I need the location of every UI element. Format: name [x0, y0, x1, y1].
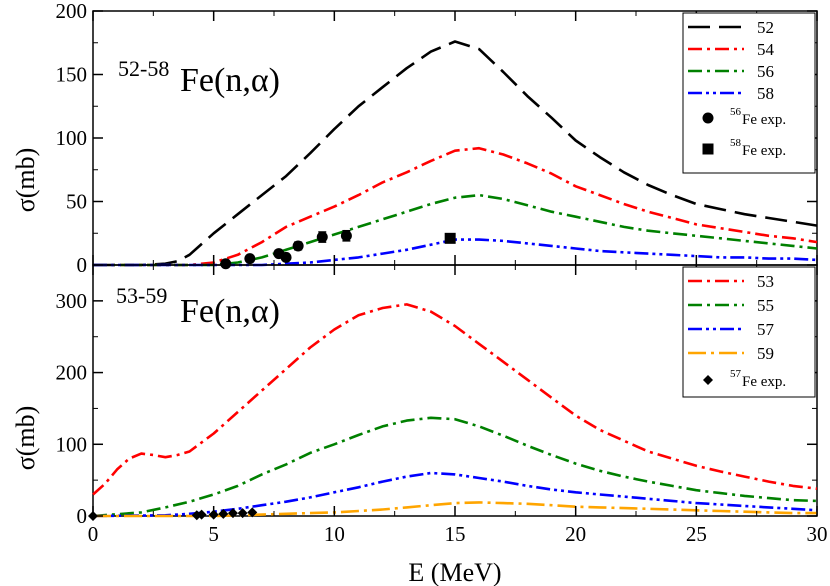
- top-legend-label-58: 58: [757, 84, 774, 103]
- top-legend-marker-sup: 56: [730, 106, 742, 118]
- top-y-tick-label: 50: [66, 190, 87, 214]
- top-exp-point: [444, 232, 456, 244]
- x-tick-label: 10: [324, 522, 345, 546]
- x-tick-label: 30: [807, 522, 828, 546]
- bottom-legend-marker-label: Fe exp.: [742, 374, 786, 390]
- top-y-tick-label: 0: [77, 253, 88, 277]
- top-legend-label-56: 56: [757, 62, 774, 81]
- bottom-x-tick-labels: 0 5 10 15 20 25 30: [88, 522, 828, 546]
- bottom-legend-label-53: 53: [757, 272, 774, 291]
- top-legend-marker-label: Fe exp.: [742, 112, 786, 128]
- bottom-exp-point: [227, 508, 238, 519]
- bottom-legend-box: [682, 266, 816, 398]
- top-legend-label-54: 54: [757, 40, 775, 59]
- bottom-series-line-57: [92, 471, 818, 518]
- top-exp-point: [340, 230, 352, 242]
- bottom-y-tick-label: 100: [56, 432, 88, 456]
- top-panel: 0 50 100 150 200 σ(mb) 52-58 Fe(n,α) 52 54 56 5…: [11, 0, 818, 277]
- bottom-legend-marker: [703, 375, 713, 385]
- x-tick-label: 20: [565, 522, 586, 546]
- top-y-tick-label: 200: [56, 0, 88, 23]
- bottom-y-tick-label: 200: [56, 361, 88, 385]
- top-y-tick-label: 100: [56, 126, 88, 150]
- bottom-legend-label-59: 59: [757, 344, 774, 363]
- bottom-legend-marker-sup: 57: [730, 368, 742, 380]
- bottom-legend-label-57: 57: [757, 320, 775, 339]
- top-series-group: [93, 40, 818, 267]
- bottom-y-ticks: 0 100 200 300: [56, 289, 817, 528]
- x-tick-label: 25: [686, 522, 707, 546]
- bottom-series-line-59: [93, 501, 817, 518]
- top-exp-point: [220, 258, 232, 270]
- bottom-exp-point: [218, 508, 229, 519]
- bottom-y-tick-label: 300: [56, 289, 88, 313]
- top-legend-marker: [702, 143, 714, 155]
- top-exp-point: [292, 240, 304, 252]
- top-legend-marker-sup: 58: [730, 137, 742, 149]
- top-legend-marker: [702, 112, 714, 124]
- bottom-legend-label-55: 55: [757, 296, 774, 315]
- top-legend-marker-label: Fe exp.: [742, 143, 786, 159]
- bottom-exp-point: [237, 508, 248, 519]
- top-series-line-58: [93, 238, 818, 267]
- bottom-panel-title: Fe(n,α): [180, 293, 280, 330]
- top-panel-title-superscript: 52-58: [118, 56, 169, 81]
- top-y-tick-label: 150: [56, 63, 88, 87]
- top-panel-title: Fe(n,α): [180, 62, 280, 99]
- bottom-panel-title-superscript: 53-59: [116, 283, 167, 308]
- x-tick-label: 15: [445, 522, 466, 546]
- bottom-y-tick-label: 0: [77, 504, 88, 528]
- bottom-series-line-53: [92, 303, 818, 496]
- bottom-exp-point: [247, 507, 258, 518]
- x-axis-title: E (MeV): [408, 558, 501, 586]
- bottom-exp-point: [196, 509, 207, 520]
- top-points-group: [220, 229, 456, 270]
- top-series-line-54: [93, 146, 818, 267]
- top-exp-point: [244, 253, 256, 265]
- top-series-line-56: [93, 193, 818, 267]
- bottom-y-axis-title: σ(mb): [11, 406, 40, 471]
- top-y-ticks: 0 50 100 150 200: [56, 0, 817, 277]
- bottom-series-group: [92, 303, 818, 518]
- x-tick-label: 0: [88, 522, 99, 546]
- top-series-line-52: [93, 40, 818, 267]
- top-exp-point: [316, 231, 328, 243]
- top-legend-label-52: 52: [757, 18, 774, 37]
- x-tick-label: 5: [208, 522, 219, 546]
- bottom-exp-point: [191, 510, 202, 521]
- top-exp-point: [280, 251, 292, 263]
- top-y-axis-title: σ(mb): [11, 148, 40, 213]
- bottom-series-line-55: [92, 416, 818, 518]
